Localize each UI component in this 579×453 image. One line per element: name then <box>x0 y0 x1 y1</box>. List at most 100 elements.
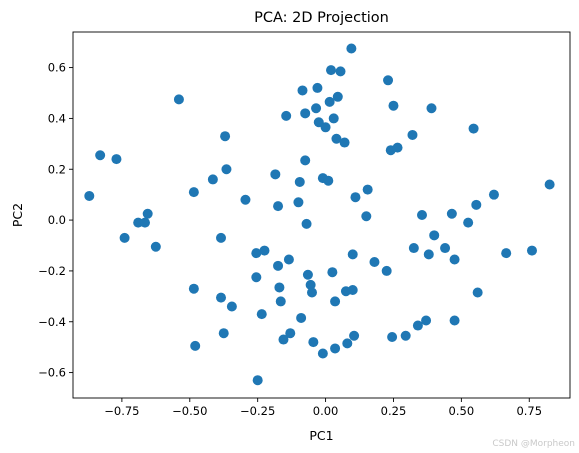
data-point <box>293 197 304 208</box>
data-point <box>278 334 289 345</box>
y-axis-label: PC2 <box>10 203 25 227</box>
data-point <box>383 75 394 86</box>
data-point <box>449 254 460 265</box>
data-point <box>330 343 341 354</box>
data-point <box>347 249 358 260</box>
y-tick-label: −0.6 <box>38 366 66 380</box>
data-point <box>412 320 423 331</box>
y-tick-label: −0.2 <box>38 264 66 278</box>
data-point <box>323 175 334 186</box>
data-point <box>330 296 341 307</box>
x-tick-label: 0.75 <box>516 404 542 418</box>
data-point <box>111 154 122 165</box>
plot-frame <box>72 31 571 399</box>
data-point <box>446 208 457 219</box>
data-point <box>339 137 350 148</box>
data-point <box>346 43 357 54</box>
data-point <box>251 248 262 259</box>
data-point <box>317 348 328 359</box>
x-axis-ticks: −0.75 −0.50 −0.25 0.00 0.25 0.50 0.75 <box>104 398 542 418</box>
data-point <box>84 190 95 201</box>
y-tick-label: −0.4 <box>38 315 66 329</box>
data-point <box>216 232 227 243</box>
data-point <box>501 248 512 259</box>
data-point <box>335 66 346 77</box>
data-point <box>294 176 305 187</box>
data-point <box>274 282 285 293</box>
data-point <box>326 65 337 76</box>
data-point <box>331 133 342 144</box>
data-point <box>308 337 319 348</box>
data-point <box>349 330 360 341</box>
data-point <box>300 108 311 119</box>
x-tick-label: 0.00 <box>313 404 339 418</box>
data-point <box>407 129 418 140</box>
data-point <box>408 243 419 254</box>
data-point <box>388 100 399 111</box>
data-point <box>423 249 434 260</box>
data-point <box>207 174 218 185</box>
y-tick-label: 0.6 <box>48 61 66 75</box>
data-point <box>362 184 373 195</box>
data-point <box>188 283 199 294</box>
chart-title: PCA: 2D Projection <box>254 10 389 26</box>
data-point <box>350 192 361 203</box>
data-point <box>305 279 316 290</box>
data-point <box>381 265 392 276</box>
data-point <box>240 194 251 205</box>
data-point <box>416 210 427 220</box>
data-point <box>400 330 411 341</box>
y-tick-label: 0.0 <box>48 213 66 227</box>
data-point <box>311 103 322 114</box>
data-point <box>313 117 324 128</box>
data-point <box>188 187 199 198</box>
data-point <box>220 131 231 142</box>
data-point <box>392 142 403 153</box>
data-point <box>221 164 232 175</box>
data-point <box>369 257 380 268</box>
data-point <box>256 309 267 320</box>
data-point <box>226 301 237 312</box>
watermark: CSDN @Morpheon <box>492 439 575 449</box>
data-point <box>301 218 312 229</box>
x-axis-label: PC1 <box>309 428 333 443</box>
data-point <box>297 85 308 96</box>
data-point <box>296 312 307 323</box>
data-point <box>463 217 474 228</box>
data-point <box>526 245 537 256</box>
y-tick-label: 0.4 <box>48 111 66 125</box>
x-tick-label: 0.25 <box>381 404 407 418</box>
data-point <box>273 260 284 271</box>
data-point <box>488 189 499 200</box>
y-tick-label: 0.2 <box>48 162 66 176</box>
data-point <box>426 103 437 114</box>
data-point <box>320 122 331 133</box>
data-point <box>119 232 130 243</box>
data-point <box>440 243 451 254</box>
data-point <box>302 269 313 280</box>
data-point <box>347 284 358 295</box>
data-point <box>342 338 353 349</box>
data-point <box>328 113 339 124</box>
data-points <box>84 43 555 386</box>
data-point <box>324 96 335 107</box>
data-point <box>332 91 343 102</box>
data-point <box>468 123 479 134</box>
data-point <box>150 241 161 252</box>
data-point <box>252 375 263 386</box>
data-point <box>142 208 153 219</box>
data-point <box>471 199 482 210</box>
data-point <box>281 110 292 121</box>
data-point <box>251 272 262 283</box>
data-point <box>190 340 201 351</box>
data-point <box>472 287 483 298</box>
x-tick-label: −0.25 <box>240 404 275 418</box>
data-point <box>421 315 432 326</box>
data-point <box>283 254 294 265</box>
x-tick-label: 0.50 <box>449 404 475 418</box>
data-point <box>259 245 270 256</box>
data-point <box>218 328 229 339</box>
data-point <box>139 217 150 228</box>
